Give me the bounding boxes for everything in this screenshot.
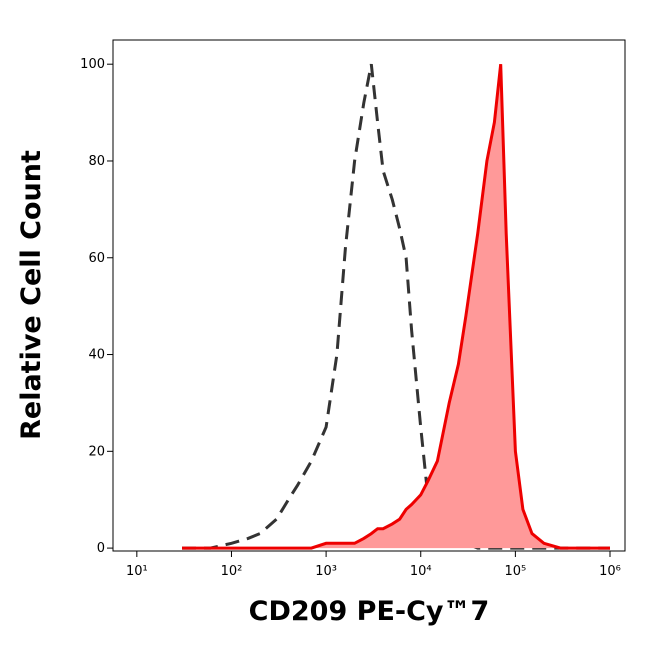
y-tick-label: 60 bbox=[88, 251, 105, 266]
y-tick-label: 0 bbox=[97, 541, 105, 556]
x-tick-label: 10³ bbox=[315, 564, 337, 579]
y-tick-label: 80 bbox=[88, 154, 105, 169]
x-tick-label: 10¹ bbox=[126, 564, 148, 579]
x-tick-label: 10⁶ bbox=[599, 564, 621, 579]
y-tick-label: 40 bbox=[88, 348, 105, 363]
plot-frame bbox=[112, 39, 626, 552]
line bbox=[182, 64, 610, 550]
y-tick-label: 20 bbox=[88, 444, 105, 459]
x-axis-title: CD209 PE-Cy™7 bbox=[249, 596, 490, 627]
y-tick-label: 100 bbox=[80, 57, 105, 72]
area bbox=[182, 64, 610, 549]
y-axis-title: Relative Cell Count bbox=[16, 150, 47, 440]
x-tick-label: 10⁵ bbox=[504, 564, 526, 579]
x-tick-label: 10⁴ bbox=[410, 564, 432, 579]
x-tick-label: 10² bbox=[221, 564, 243, 579]
line bbox=[182, 63, 610, 550]
